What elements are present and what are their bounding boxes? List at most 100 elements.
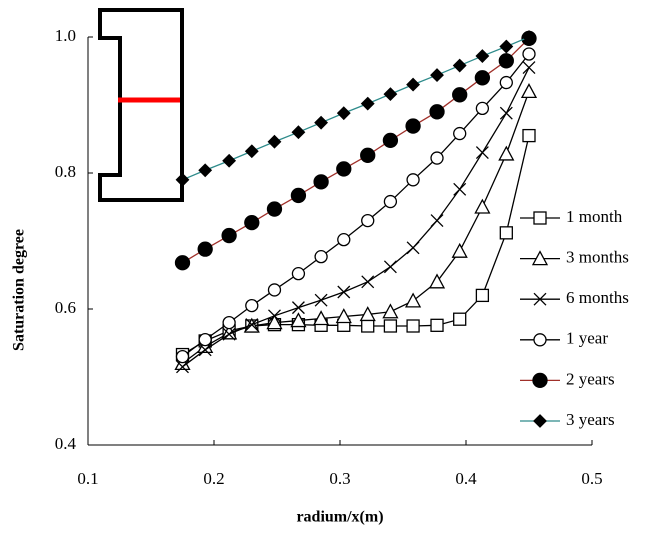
marker-dot (360, 147, 376, 163)
marker-diamond (383, 87, 398, 102)
marker-circle (222, 315, 236, 330)
marker-diamond (360, 96, 375, 111)
marker-dot (266, 201, 283, 217)
marker-square (522, 128, 536, 143)
marker-circle (245, 298, 259, 313)
series-line (182, 53, 530, 358)
inset-icon (98, 8, 184, 202)
marker-cross (406, 241, 420, 255)
marker-square (406, 319, 420, 333)
marker-circle (406, 173, 420, 187)
series-line (182, 37, 530, 264)
marker-dot (405, 118, 421, 134)
marker-circle (453, 126, 467, 141)
marker-cross (314, 293, 328, 307)
marker-triangle (404, 292, 422, 308)
marker-cross (453, 182, 467, 196)
marker-dot (498, 53, 514, 69)
x-axis-label: radium/x(m) (296, 509, 383, 526)
y-tick-label: 0.6 (55, 298, 76, 317)
marker-cross (499, 106, 513, 120)
marker-dot (290, 187, 307, 204)
marker-cross (475, 146, 489, 160)
marker-cross (533, 292, 547, 306)
series-line (182, 135, 530, 356)
marker-cross (383, 260, 397, 274)
marker-diamond (406, 77, 420, 92)
marker-triangle (428, 273, 446, 289)
marker-dot (197, 241, 213, 257)
marker-circle (383, 194, 398, 209)
marker-dot (336, 161, 352, 177)
marker-diamond (522, 30, 536, 44)
x-tick-label: 0.2 (203, 469, 224, 488)
marker-cross (361, 275, 375, 289)
legend-label: 3 months (566, 248, 629, 267)
marker-cross (522, 61, 536, 75)
marker-diamond (291, 125, 306, 140)
marker-triangle (335, 308, 352, 324)
marker-dot (532, 372, 548, 389)
marker-cross (245, 318, 259, 332)
marker-triangle (382, 303, 399, 319)
legend-label: 1 year (566, 329, 608, 348)
marker-diamond (175, 172, 190, 187)
series-line (182, 36, 530, 181)
marker-cross (268, 309, 281, 323)
marker-dot (452, 87, 468, 103)
marker-circle (267, 283, 282, 297)
marker-circle (522, 47, 536, 61)
y-tick-label: 0.8 (55, 162, 76, 181)
marker-dot (313, 174, 329, 190)
marker-triangle (520, 83, 538, 99)
marker-square (383, 319, 398, 333)
marker-triangle (266, 314, 283, 330)
marker-dot (174, 255, 191, 271)
y-axis-label: Saturation degree (11, 229, 28, 351)
marker-cross (337, 285, 351, 299)
marker-cross (176, 360, 189, 374)
marker-dot (244, 214, 260, 231)
legend-label: 3 years (566, 410, 615, 429)
marker-diamond (533, 414, 547, 428)
marker-circle (175, 349, 190, 364)
marker-circle (291, 266, 306, 281)
y-tick-label: 0.4 (55, 434, 77, 453)
marker-triangle (290, 312, 307, 328)
marker-square (430, 318, 444, 332)
marker-dot (221, 227, 237, 244)
marker-circle (533, 333, 547, 347)
series-line (182, 67, 530, 368)
marker-diamond (475, 49, 490, 63)
marker-circle (314, 249, 328, 264)
marker-diamond (499, 39, 514, 54)
marker-triangle (359, 306, 376, 322)
marker-triangle (531, 250, 549, 266)
marker-dot (382, 132, 399, 149)
marker-diamond (452, 58, 467, 73)
marker-diamond (198, 163, 213, 178)
x-tick-label: 0.1 (77, 469, 98, 488)
legend-label: 1 month (566, 207, 623, 226)
marker-triangle (498, 145, 515, 161)
marker-square (453, 312, 467, 326)
marker-cross (430, 214, 444, 228)
legend-label: 2 years (566, 369, 615, 388)
marker-circle (337, 232, 351, 247)
x-tick-label: 0.5 (581, 469, 602, 488)
marker-triangle (474, 198, 491, 214)
marker-circle (475, 101, 490, 116)
marker-circle (430, 151, 444, 165)
y-tick-label: 1.0 (55, 26, 76, 45)
marker-cross (198, 343, 212, 357)
marker-dot (429, 104, 445, 120)
marker-circle (198, 332, 212, 347)
x-tick-label: 0.3 (329, 469, 350, 488)
marker-diamond (244, 144, 259, 159)
marker-square (499, 226, 513, 240)
marker-dot (474, 70, 491, 86)
marker-diamond (314, 115, 329, 130)
marker-diamond (336, 106, 351, 121)
